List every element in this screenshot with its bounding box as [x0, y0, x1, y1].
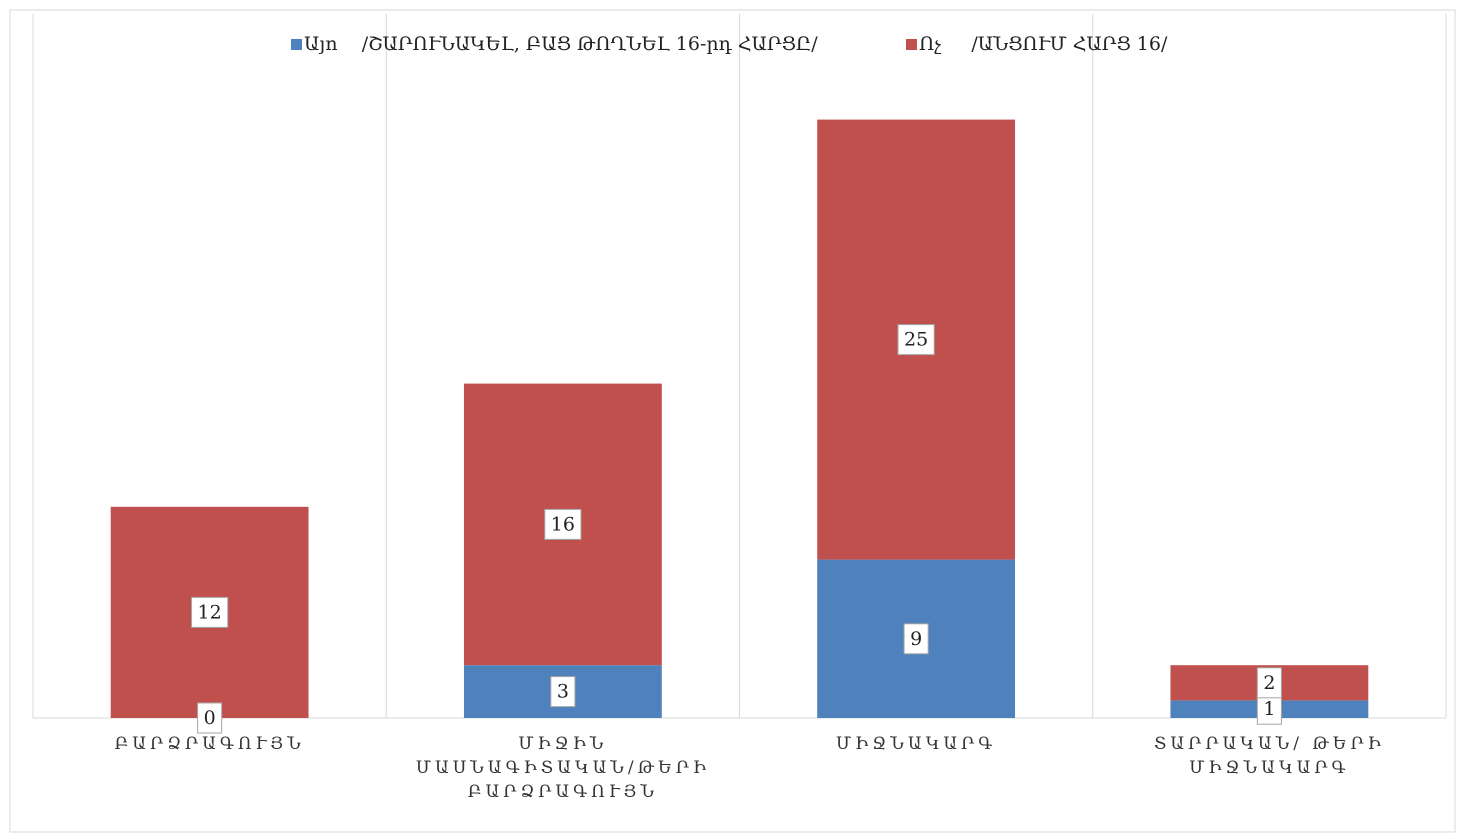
- data-label-box: [897, 324, 935, 356]
- data-label-box: [191, 596, 229, 628]
- data-label-box: [1256, 693, 1282, 725]
- legend-swatch: [291, 39, 302, 50]
- data-label-box: [1256, 667, 1282, 699]
- data-label-box: [197, 702, 223, 734]
- data-label: 0: [204, 707, 216, 729]
- x-tick-label: ՄԻՋԻՆ ՄԱՍՆԱԳԻՏԱԿԱՆ/ԹԵՐԻ ԲԱՐՁՐԱԳՈՒՅՆ: [415, 734, 711, 802]
- x-tick-label: ՏԱՐՐԱԿԱՆ/ ԹԵՐԻ ՄԻՋՆԱԿԱՐԳ: [1153, 734, 1385, 778]
- data-label: 9: [910, 628, 922, 650]
- data-label: 16: [551, 513, 575, 535]
- data-label: 12: [198, 601, 222, 623]
- data-label-box: [544, 508, 582, 540]
- legend-swatch: [906, 39, 917, 50]
- data-label: 25: [904, 329, 928, 351]
- legend-label: Ոչ /ԱՆՑՈՒՄ ՀԱՐՑ 16/: [919, 33, 1168, 55]
- x-tick-label: ՄԻՋՆԱԿԱՐԳ: [835, 734, 997, 754]
- data-label: 3: [557, 681, 569, 703]
- legend-label: Այո /ՇԱՐՈՒՆԱԿԵԼ, ԲԱՑ ԹՈՂՆԵԼ 16-րդ ՀԱՐՑԸ/: [304, 33, 818, 55]
- data-label: 2: [1263, 672, 1275, 694]
- data-label: 1: [1263, 698, 1275, 720]
- data-label-box: [903, 623, 929, 655]
- x-tick-label: ԲԱՐՁՐԱԳՈՒՅՆ: [114, 734, 305, 754]
- data-label-box: [550, 676, 576, 708]
